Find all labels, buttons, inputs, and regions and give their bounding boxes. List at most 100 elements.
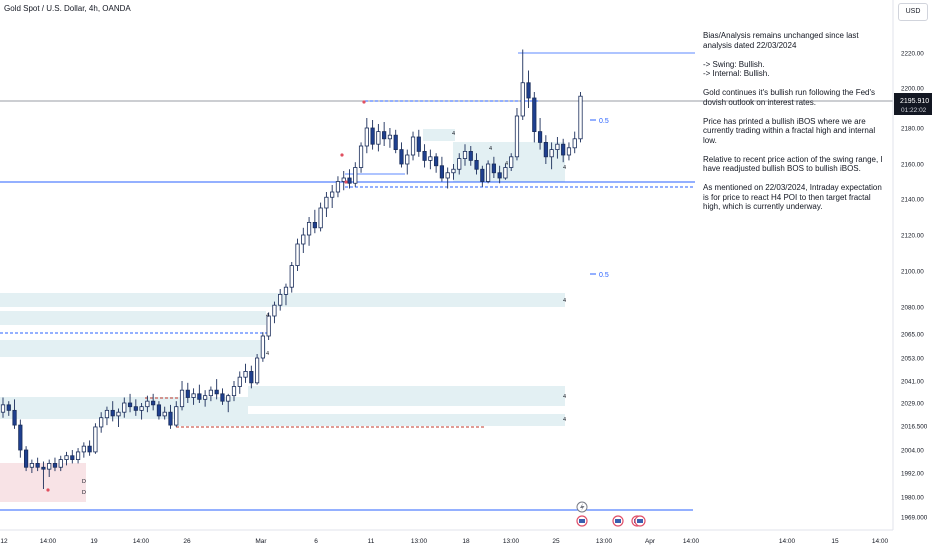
time-tick-label: 25 <box>552 538 560 545</box>
candle-body <box>99 417 104 428</box>
time-tick-label: 14:00 <box>779 538 796 545</box>
time-tick-label: 13:00 <box>503 538 520 545</box>
candle-body <box>47 463 52 470</box>
candle-body <box>231 386 237 397</box>
time-axis[interactable]: 12 14:00 19 14:00 26 Mar 6 11 13:00 18 13:00 25 13:0… <box>0 538 888 545</box>
candle-body <box>532 97 537 132</box>
candle-body <box>537 131 543 143</box>
candle-body <box>566 147 572 156</box>
price-tick-label: 2220.00 <box>901 51 924 58</box>
zone-marker: 4 <box>452 131 455 137</box>
price-tick-label: 2200.00 <box>901 86 924 93</box>
candle-body <box>278 293 283 306</box>
candle-body <box>93 426 98 453</box>
zone-marker: 4 <box>563 417 566 423</box>
candle-body <box>283 286 289 295</box>
time-tick-label: 12 <box>0 538 8 545</box>
candle-body <box>214 389 219 395</box>
candle-body <box>347 177 352 184</box>
candle-body <box>87 445 92 453</box>
candle-body <box>249 371 254 384</box>
chart-title: Gold Spot / U.S. Dollar, 4h, OANDA <box>4 4 131 13</box>
candle-body <box>422 150 427 161</box>
candle-body <box>243 371 248 378</box>
time-tick-label: 26 <box>183 538 191 545</box>
candle-body <box>439 165 445 179</box>
candle-body <box>358 145 364 168</box>
candle-body <box>434 156 439 167</box>
us-flag-icon <box>615 519 621 523</box>
poi-zone <box>176 414 565 426</box>
candle-body <box>104 409 110 419</box>
price-tick-label: 1992.00 <box>901 471 924 478</box>
candle-body <box>462 150 468 159</box>
candle-body <box>191 393 196 398</box>
candle-body <box>353 167 358 184</box>
price-axis[interactable]: 2220.00 2200.00 2180.00 2160.00 2140.00 2120.… <box>894 51 932 522</box>
event-icon-layer[interactable] <box>576 501 646 527</box>
candle-body <box>81 445 86 453</box>
time-tick-label: 13:00 <box>596 538 613 545</box>
candle-body <box>266 315 271 337</box>
time-tick-label: Mar <box>255 538 267 545</box>
candle-body <box>295 243 300 267</box>
candle-body <box>572 138 577 149</box>
lightning-icon <box>580 503 585 511</box>
candle-body <box>526 82 531 99</box>
time-tick-label: 14:00 <box>872 538 889 545</box>
price-tick-label: 2029.00 <box>901 401 924 408</box>
swing-point-dot <box>362 100 366 104</box>
price-tick-label: 1969.000 <box>901 515 928 522</box>
candle-body <box>139 406 144 411</box>
price-tick-label: 2100.00 <box>901 269 924 276</box>
candle-body <box>289 265 294 288</box>
marker-layer: 0.5 0.5 4 4 4 4 4 4 4 4 4 DD <box>46 100 609 496</box>
candle-body <box>497 172 502 179</box>
candle-body <box>306 221 312 236</box>
candle-body <box>428 156 433 161</box>
swing-point-dot <box>340 153 344 157</box>
candle-body <box>445 172 450 179</box>
candle-body <box>168 411 173 426</box>
candle-body <box>6 404 11 411</box>
swing-point-dot <box>344 180 348 184</box>
time-tick-label: 13:00 <box>411 538 428 545</box>
candle-body <box>41 466 46 470</box>
analysis-paragraph: Relative to recent price action of the s… <box>703 154 883 174</box>
price-tick-label: 2160.00 <box>901 162 924 169</box>
zone-marker: D <box>82 479 86 485</box>
candle-body <box>324 196 329 209</box>
analysis-paragraph: Gold continues it's bullish run followin… <box>703 88 876 107</box>
candle-body <box>514 115 520 158</box>
candle-body <box>485 163 491 182</box>
candle-body <box>145 400 150 408</box>
fib-label: 0.5 <box>599 118 609 125</box>
candle-body <box>272 304 277 317</box>
candle-body <box>70 455 75 460</box>
price-tick-label: 2120.00 <box>901 233 924 240</box>
candle-body <box>110 409 115 417</box>
time-tick-label: 19 <box>90 538 98 545</box>
time-tick-label: 18 <box>462 538 470 545</box>
analysis-note: Bias/Analysis remains unchanged since la… <box>703 31 888 221</box>
poi-zone <box>0 340 266 357</box>
candle-body <box>156 404 162 417</box>
candle-body <box>376 131 381 145</box>
currency-button[interactable]: USD <box>898 3 928 21</box>
analysis-paragraph: -> Swing: Bullish. -> Internal: Bullish. <box>703 59 770 79</box>
zone-marker: 4 <box>505 161 508 167</box>
candle-body <box>237 376 242 387</box>
analysis-paragraph: Price has printed a bullish iBOS where w… <box>703 116 876 145</box>
candle-body <box>549 149 554 158</box>
candle-body <box>301 234 306 245</box>
candle-body <box>341 177 346 182</box>
candle-body <box>393 134 398 150</box>
zone-marker: 4 <box>266 313 269 319</box>
candle-body <box>370 127 375 145</box>
poi-zone <box>453 142 565 182</box>
candle-body <box>185 389 190 398</box>
current-price-value: 2195.910 <box>900 98 929 105</box>
time-tick-label: 14:00 <box>683 538 700 545</box>
